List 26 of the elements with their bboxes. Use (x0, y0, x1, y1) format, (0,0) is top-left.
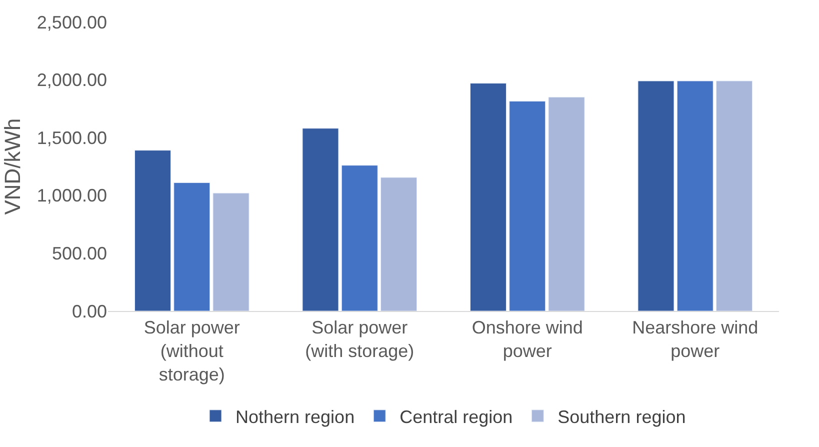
y-axis-title: VND/kWh (0, 118, 25, 215)
bar (716, 80, 753, 311)
x-tick-label: Solar power (with storage) (305, 318, 414, 361)
legend-label: Nothern region (236, 406, 355, 427)
bar (341, 165, 378, 311)
legend-label: Southern region (558, 406, 686, 427)
x-tick-label: Nearshore wind power (632, 318, 758, 361)
y-tick-label: 1,500.00 (36, 128, 107, 148)
legend-label: Central region (400, 406, 513, 427)
bar (470, 83, 506, 311)
bar (548, 96, 585, 311)
bar (174, 182, 210, 311)
x-tick-label: Onshore wind power (472, 318, 583, 361)
y-tick-label: 0.00 (72, 301, 107, 322)
bar (134, 150, 171, 311)
x-tick-label: Solar power (without storage) (144, 318, 240, 384)
bar (380, 177, 418, 311)
bar (212, 192, 250, 311)
bar (509, 100, 546, 311)
bar (676, 80, 714, 311)
y-tick-label: 2,500.00 (36, 12, 107, 32)
bar (638, 80, 674, 311)
y-tick-label: 1,000.00 (36, 186, 107, 206)
y-tick-label: 2,000.00 (36, 70, 107, 90)
bar (302, 128, 339, 311)
y-tick-label: 500.00 (52, 244, 107, 264)
